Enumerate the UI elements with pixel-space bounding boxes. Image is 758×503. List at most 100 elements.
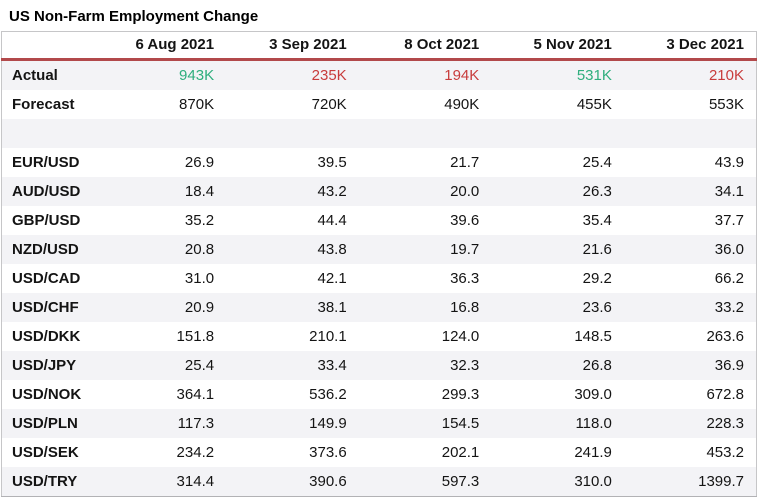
- cell-value: 39.6: [450, 212, 480, 229]
- cell-value: 20.8: [184, 241, 215, 258]
- cell-value: 154.5: [441, 415, 480, 432]
- cell-value: [226, 119, 359, 148]
- cell-value: 373.6: [309, 444, 347, 461]
- row-label: AUD/USD: [12, 183, 81, 200]
- cell-value: 37.7: [714, 212, 744, 229]
- cell-value: 20.0: [450, 183, 480, 200]
- cell-value: 151.8: [176, 328, 215, 345]
- cell-value: 44.4: [317, 212, 347, 229]
- cell-value: 299.3: [441, 386, 480, 403]
- cell-value: 26.3: [582, 183, 612, 200]
- table-header-row: 6 Aug 2021 3 Sep 2021 8 Oct 2021 5 Nov 2021…: [1, 31, 757, 61]
- cell-value: 235K: [311, 67, 347, 84]
- cell-value: 455K: [576, 96, 612, 113]
- table-body: Actual 943K 235K 194K 531K 210K Forecast 870K 72…: [1, 59, 757, 497]
- cell-value: 241.9: [574, 444, 612, 461]
- cell-value: 43.9: [714, 154, 744, 171]
- cell-value: [359, 119, 492, 148]
- cell-value: 720K: [311, 96, 347, 113]
- cell-value: 314.4: [176, 473, 215, 490]
- table-row: USD/CHF 20.9 38.1 16.8 23.6 33.2: [1, 293, 757, 322]
- cell-value: 26.8: [582, 357, 612, 374]
- cell-value: 26.9: [184, 154, 215, 171]
- cell-value: 35.4: [582, 212, 612, 229]
- cell-value: 202.1: [441, 444, 480, 461]
- cell-value: 23.6: [582, 299, 612, 316]
- cell-value: 34.1: [714, 183, 744, 200]
- cell-value: 25.4: [582, 154, 612, 171]
- cell-value: 453.2: [706, 444, 744, 461]
- row-label: Actual: [12, 67, 58, 84]
- row-label: USD/NOK: [12, 386, 82, 403]
- table-row: USD/TRY 314.4 390.6 597.3 310.0 1399.7: [1, 467, 757, 497]
- cell-value: 672.8: [706, 386, 744, 403]
- cell-value: [94, 119, 227, 148]
- cell-value: 43.8: [317, 241, 347, 258]
- cell-value: 32.3: [450, 357, 480, 374]
- cell-value: 228.3: [706, 415, 744, 432]
- corner-cell: [1, 31, 94, 61]
- cell-value: 263.6: [706, 328, 744, 345]
- column-header: 8 Oct 2021: [358, 31, 492, 61]
- cell-value: 35.2: [184, 212, 215, 229]
- cell-value: 943K: [179, 67, 215, 84]
- row-label: USD/DKK: [12, 328, 81, 345]
- cell-value: 18.4: [184, 183, 215, 200]
- table-row: USD/NOK 364.1 536.2 299.3 309.0 672.8: [2, 380, 757, 409]
- row-label: EUR/USD: [12, 154, 80, 171]
- cell-value: 21.6: [582, 241, 612, 258]
- cell-value: 1399.7: [698, 473, 744, 490]
- cell-value: 43.2: [317, 183, 347, 200]
- cell-value: 234.2: [176, 444, 215, 461]
- cell-value: 33.2: [714, 299, 744, 316]
- cell-value: 194K: [444, 67, 480, 84]
- spacer-row: [1, 119, 757, 148]
- cell-value: 16.8: [450, 299, 480, 316]
- table-row: USD/JPY 25.4 33.4 32.3 26.8 36.9: [1, 351, 757, 380]
- cell-value: 364.1: [176, 386, 215, 403]
- cell-value: [624, 119, 757, 148]
- column-header: 5 Nov 2021: [491, 31, 624, 61]
- cell-value: 490K: [444, 96, 480, 113]
- row-label: Forecast: [12, 96, 75, 113]
- cell-value: 118.0: [575, 415, 612, 432]
- cell-value: 210K: [708, 67, 744, 84]
- table-row: USD/SEK 234.2 373.6 202.1 241.9 453.2: [2, 438, 757, 467]
- cell-value: 31.0: [184, 270, 215, 287]
- cell-value: 117.3: [177, 415, 215, 432]
- row-label: USD/SEK: [12, 444, 79, 461]
- cell-value: 19.7: [450, 241, 480, 258]
- cell-value: 553K: [708, 96, 744, 113]
- table-row: NZD/USD 20.8 43.8 19.7 21.6 36.0: [1, 235, 757, 264]
- column-header: 3 Dec 2021: [623, 31, 757, 61]
- cell-value: 66.2: [714, 270, 744, 287]
- table-row: EUR/USD 26.9 39.5 21.7 25.4 43.9: [2, 148, 757, 177]
- cell-value: 33.4: [317, 357, 347, 374]
- cell-value: 36.9: [714, 357, 744, 374]
- table-row: GBP/USD 35.2 44.4 39.6 35.4 37.7: [2, 206, 757, 235]
- row-label: GBP/USD: [12, 212, 81, 229]
- cell-value: 39.5: [317, 154, 347, 171]
- cell-value: 42.1: [317, 270, 347, 287]
- cell-value: 390.6: [309, 473, 347, 490]
- table-row: AUD/USD 18.4 43.2 20.0 26.3 34.1: [1, 177, 757, 206]
- cell-value: [491, 119, 624, 148]
- column-header: 3 Sep 2021: [226, 31, 359, 61]
- table-row: USD/DKK 151.8 210.1 124.0 148.5 263.6: [2, 322, 757, 351]
- cell-value: 29.2: [582, 270, 612, 287]
- cell-value: 870K: [179, 96, 215, 113]
- cell-value: 149.9: [309, 415, 347, 432]
- nfp-table: 6 Aug 2021 3 Sep 2021 8 Oct 2021 5 Nov 2021…: [1, 31, 757, 497]
- cell-value: 309.0: [574, 386, 612, 403]
- table-row: USD/CAD 31.0 42.1 36.3 29.2 66.2: [2, 264, 757, 293]
- cell-value: 597.3: [441, 473, 480, 490]
- cell-value: 124.0: [441, 328, 480, 345]
- cell-value: 38.1: [317, 299, 347, 316]
- row-label: USD/PLN: [12, 415, 78, 432]
- cell-value: 210.1: [309, 328, 347, 345]
- cell-value: 20.9: [184, 299, 215, 316]
- row-label: [2, 119, 94, 148]
- row-label: USD/CAD: [12, 270, 81, 287]
- row-label: USD/CHF: [12, 299, 79, 316]
- cell-value: 148.5: [574, 328, 612, 345]
